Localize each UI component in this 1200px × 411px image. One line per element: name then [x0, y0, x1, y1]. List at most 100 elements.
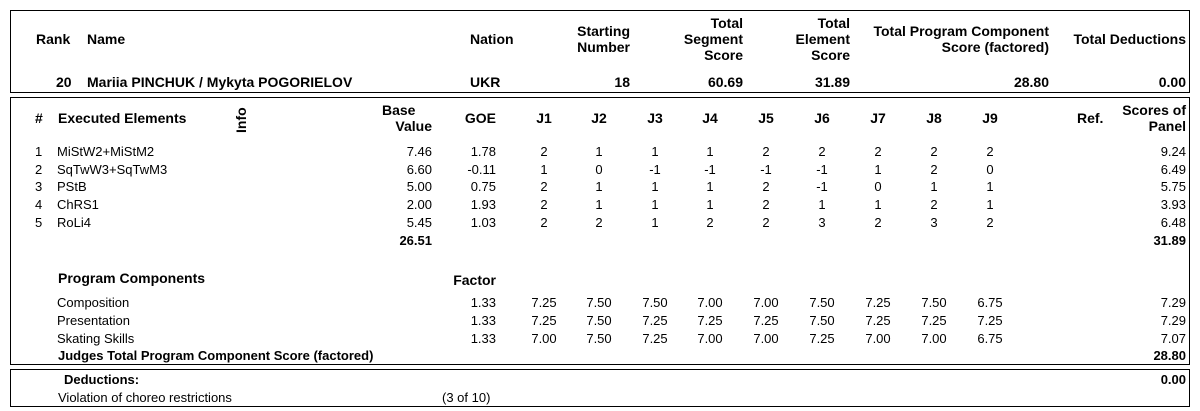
element-row-number: 2: [35, 162, 43, 177]
element-row-base-value: 6.60: [406, 162, 432, 177]
component-row-judge-score: 7.00: [921, 331, 947, 346]
judge-header-6: J6: [814, 110, 830, 126]
element-row-panel-score: 3.93: [1160, 197, 1186, 212]
component-row-judge-score: 7.25: [865, 295, 891, 310]
scores-total: 31.89: [1153, 233, 1186, 248]
component-row-judge-score: 7.25: [697, 313, 723, 328]
element-row-judge-score: 2: [930, 144, 938, 159]
judge-header-2: J2: [591, 110, 607, 126]
element-row-judge-score: 2: [595, 215, 603, 230]
pcs-value: 28.80: [1013, 74, 1049, 90]
deductions-value: 0.00: [1158, 74, 1186, 90]
element-row-name: RoLi4: [57, 215, 91, 230]
scores-of-panel-header: Scores of Panel: [1100, 102, 1186, 134]
segment-score-value: 60.69: [707, 74, 743, 90]
element-row-judge-score: 1: [595, 197, 603, 212]
deductions-header: Total Deductions: [1073, 31, 1186, 47]
element-row-judge-score: 2: [540, 179, 548, 194]
component-row-judge-score: 7.00: [697, 295, 723, 310]
element-row-judge-score: 1: [595, 179, 603, 194]
base-value-header: Base Value: [382, 102, 432, 134]
element-row-judge-score: 2: [930, 197, 938, 212]
component-row-judge-score: 7.50: [642, 295, 668, 310]
element-row-judge-score: 2: [986, 215, 994, 230]
component-row-judge-score: 7.25: [531, 295, 557, 310]
element-row-judge-score: 1: [874, 197, 882, 212]
element-row-judge-score: 2: [540, 215, 548, 230]
element-row-base-value: 7.46: [406, 144, 432, 159]
judge-header-5: J5: [758, 110, 774, 126]
component-row-judge-score: 7.50: [809, 295, 835, 310]
ref-header: Ref.: [1077, 110, 1104, 126]
element-row-goe: 1.03: [470, 215, 496, 230]
element-row-base-value: 5.45: [406, 215, 432, 230]
element-row-panel-score: 9.24: [1160, 144, 1186, 159]
component-row-panel-score: 7.07: [1160, 331, 1186, 346]
element-row-judge-score: 1: [986, 179, 994, 194]
base-value-header-line2: Value: [395, 118, 432, 134]
judge-header-3: J3: [647, 110, 663, 126]
component-row-name: Composition: [57, 295, 130, 310]
base-value-header-line1: Base: [382, 102, 416, 118]
element-row-judge-score: 2: [762, 179, 770, 194]
element-row-name: ChRS1: [57, 197, 99, 212]
element-score-header-line2: Element: [795, 31, 850, 47]
scores-of-panel-header-line1: Scores of: [1122, 102, 1186, 118]
component-row-judge-score: 7.25: [921, 313, 947, 328]
element-row-name: SqTwW3+SqTwM3: [57, 162, 168, 177]
element-row-goe: 1.78: [470, 144, 496, 159]
element-row-judge-score: 2: [762, 144, 770, 159]
element-row-judge-score: 0: [595, 162, 603, 177]
element-row-judge-score: 1: [706, 197, 714, 212]
details-box: [10, 97, 1190, 365]
component-row-judge-score: 7.25: [977, 313, 1003, 328]
component-row-judge-score: 6.75: [977, 295, 1003, 310]
element-row-panel-score: 6.49: [1160, 162, 1186, 177]
deductions-title: Deductions:: [64, 372, 140, 387]
element-row-judge-score: -1: [816, 179, 828, 194]
element-score-header: Total Element Score: [770, 15, 850, 63]
rank-header: Rank: [36, 31, 71, 47]
component-row-name: Presentation: [57, 313, 130, 328]
num-header: #: [35, 110, 43, 126]
component-row-judge-score: 7.00: [865, 331, 891, 346]
pcs-header-line2: Score (factored): [941, 39, 1049, 55]
starting-number-value: 18: [614, 74, 630, 90]
deductions-box: [10, 369, 1190, 407]
element-row-judge-score: 1: [874, 162, 882, 177]
element-row-name: PStB: [57, 179, 87, 194]
element-row-judge-score: 2: [874, 215, 882, 230]
segment-score-header-line2: Segment: [683, 31, 743, 47]
component-row-panel-score: 7.29: [1160, 295, 1186, 310]
element-row-judge-score: 2: [818, 144, 826, 159]
goe-header: GOE: [464, 110, 496, 126]
element-row-judge-score: -1: [816, 162, 828, 177]
element-row-judge-score: 1: [651, 179, 659, 194]
skater-name: Mariia PINCHUK / Mykyta POGORIELOV: [87, 74, 353, 90]
rank-value: 20: [56, 74, 72, 90]
element-row-judge-score: 1: [930, 179, 938, 194]
element-row-judge-score: 0: [874, 179, 882, 194]
element-row-number: 1: [35, 144, 43, 159]
deduction-item-label: Violation of choreo restrictions: [58, 390, 232, 405]
element-row-judge-score: -1: [649, 162, 661, 177]
element-score-value: 31.89: [814, 74, 850, 90]
segment-score-header: Total Segment Score: [660, 15, 743, 63]
judge-header-4: J4: [702, 110, 718, 126]
component-row-judge-score: 7.25: [642, 313, 668, 328]
component-row-factor: 1.33: [470, 313, 496, 328]
component-row-judge-score: 7.25: [753, 313, 779, 328]
element-row-base-value: 2.00: [406, 197, 432, 212]
element-row-judge-score: 1: [986, 197, 994, 212]
element-row-panel-score: 6.48: [1160, 215, 1186, 230]
segment-score-header-line3: Score: [704, 47, 743, 63]
element-row-judge-score: 2: [762, 197, 770, 212]
component-row-judge-score: 6.75: [977, 331, 1003, 346]
segment-score-header-line1: Total: [710, 15, 743, 31]
element-row-judge-score: 1: [706, 144, 714, 159]
executed-elements-header: Executed Elements: [58, 110, 187, 126]
component-row-judge-score: 7.00: [531, 331, 557, 346]
element-row-judge-score: -1: [704, 162, 716, 177]
component-row-judge-score: 7.25: [531, 313, 557, 328]
nation-header: Nation: [470, 31, 514, 47]
